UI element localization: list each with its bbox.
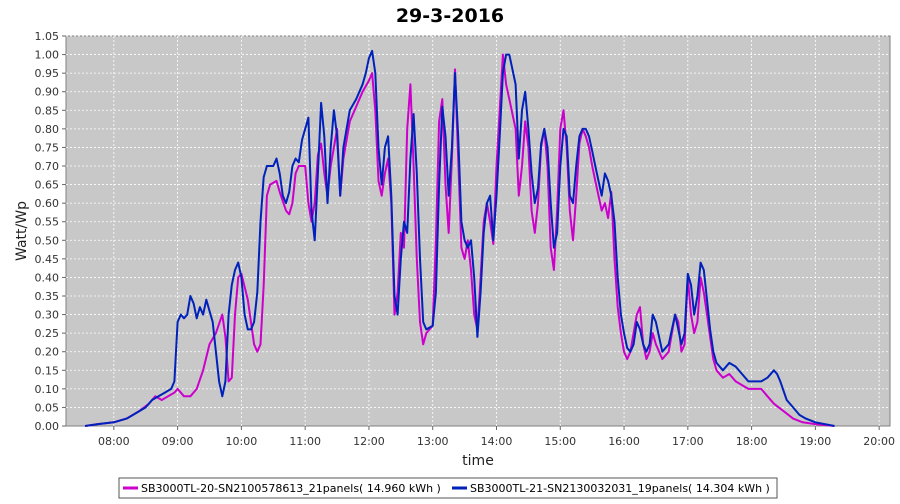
y-tick-label: 0.35	[35, 290, 60, 303]
y-axis: 0.00 0.05 0.10 0.15 0.20 0.25 0.30 0.35 0.40 0.45…	[35, 30, 66, 433]
legend-box	[118, 477, 778, 499]
x-tick-label: 11:00	[289, 435, 321, 448]
y-tick-label: 0.90	[35, 86, 60, 99]
y-tick-label: 0.70	[35, 160, 60, 173]
x-tick-label: 12:00	[353, 435, 385, 448]
y-tick-label: 0.05	[35, 401, 60, 414]
y-tick-label: 0.30	[35, 309, 60, 322]
x-tick-label: 18:00	[736, 435, 768, 448]
plot-area	[65, 35, 891, 427]
x-tick-label: 19:00	[800, 435, 832, 448]
y-tick-label: 0.50	[35, 234, 60, 247]
y-tick-label: 0.25	[35, 327, 60, 340]
y-tick-label: 0.55	[35, 216, 60, 229]
x-tick-label: 16:00	[608, 435, 640, 448]
x-tick-label: 14:00	[481, 435, 513, 448]
x-tick-label: 10:00	[226, 435, 258, 448]
x-tick-label: 09:00	[162, 435, 194, 448]
y-tick-label: 0.45	[35, 253, 60, 266]
y-tick-label: 0.15	[35, 364, 60, 377]
x-tick-label: 17:00	[672, 435, 704, 448]
legend: SB3000TL-20-SN2100578613_21panels( 14.96…	[118, 477, 778, 499]
y-tick-label: 0.75	[35, 141, 60, 154]
x-tick-label: 20:00	[863, 435, 895, 448]
y-tick-label: 1.00	[35, 49, 60, 62]
y-tick-label: 0.80	[35, 123, 60, 136]
legend-label-series-1: SB3000TL-20-SN2100578613_21panels( 14.96…	[141, 482, 441, 495]
y-tick-label: 0.20	[35, 346, 60, 359]
x-tick-label: 13:00	[417, 435, 449, 448]
y-tick-label: 0.60	[35, 197, 60, 210]
y-axis-label: Watt/Wp	[14, 201, 30, 261]
y-tick-label: 1.05	[35, 30, 60, 43]
y-tick-label: 0.10	[35, 383, 60, 396]
grid-lines	[66, 35, 890, 426]
legend-label-series-2: SB3000TL-21-SN2130032031_19panels( 14.30…	[470, 482, 770, 495]
x-axis-label: time	[462, 453, 494, 469]
series-lines	[84, 49, 835, 427]
y-tick-label: 0.95	[35, 67, 60, 80]
chart-title: 29-3-2016	[396, 5, 504, 27]
x-tick-label: 08:00	[98, 435, 130, 448]
y-tick-label: 0.65	[35, 179, 60, 192]
y-tick-label: 0.85	[35, 104, 60, 117]
x-tick-label: 15:00	[544, 435, 576, 448]
y-tick-label: 0.00	[35, 420, 60, 433]
series-line-2	[84, 49, 835, 427]
y-tick-label: 0.40	[35, 271, 60, 284]
x-axis: 08:00 09:00 10:00 11:00 12:00 13:00 14:00 15:00…	[98, 426, 895, 448]
